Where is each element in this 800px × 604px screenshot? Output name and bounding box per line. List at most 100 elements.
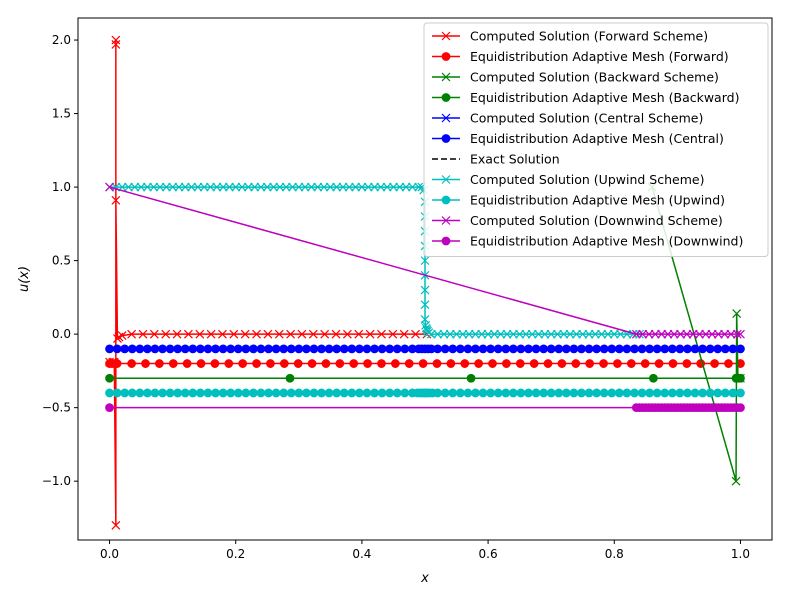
x-tick-label: 0.0 (100, 547, 119, 561)
legend-marker (441, 134, 451, 143)
data-point (622, 344, 632, 354)
data-point (571, 359, 581, 368)
data-point (599, 359, 608, 368)
data-point (377, 359, 386, 368)
data-point (339, 388, 349, 398)
data-point (660, 388, 670, 398)
data-point (301, 344, 311, 354)
data-point (150, 388, 160, 398)
series-equidistribution-adaptive-mesh-upwind (105, 388, 745, 398)
data-point (241, 388, 251, 398)
data-point (688, 329, 698, 339)
data-point (120, 344, 130, 354)
data-point (736, 388, 745, 398)
data-point (105, 344, 114, 354)
data-point (155, 182, 165, 192)
data-point (546, 344, 556, 354)
data-point (464, 329, 474, 339)
data-point (521, 329, 531, 339)
data-point (188, 388, 198, 398)
data-point (578, 329, 588, 339)
legend-marker (441, 72, 451, 82)
data-point (335, 359, 345, 368)
data-point (569, 344, 579, 354)
y-tick-label: −1.0 (42, 474, 71, 488)
data-point (390, 359, 400, 368)
data-point (561, 344, 571, 354)
legend-marker (441, 195, 451, 205)
data-point (710, 359, 719, 368)
data-point (667, 388, 677, 398)
data-point (168, 359, 178, 368)
legend-entry: Computed Solution (Downwind Scheme) (432, 213, 723, 228)
data-point (142, 344, 152, 354)
data-point (707, 329, 717, 339)
data-point (317, 388, 326, 398)
data-point (111, 520, 121, 530)
axes: 0.0 0.2 0.4 0.6 0.8 1.0 −1.0 −0.5 0.0 0.5 1.0 1.5 2.… (17, 17, 773, 586)
data-point (149, 329, 159, 339)
legend-entry: Computed Solution (Forward Scheme) (432, 29, 708, 44)
data-point (644, 329, 654, 339)
data-point (182, 359, 192, 368)
data-point (483, 329, 493, 339)
legend-marker (441, 236, 451, 246)
data-point (248, 344, 258, 354)
data-point (448, 344, 458, 354)
data-point (135, 388, 145, 398)
data-point (130, 182, 140, 192)
data-point (158, 344, 167, 354)
data-point (377, 329, 386, 339)
legend-marker (441, 216, 451, 225)
data-point (264, 344, 273, 354)
data-point (195, 329, 205, 339)
data-point (252, 329, 261, 339)
data-point (362, 388, 372, 398)
data-point (607, 388, 617, 398)
data-point (172, 329, 182, 339)
data-point (142, 388, 152, 398)
data-point (297, 329, 307, 339)
data-point (347, 344, 357, 354)
data-point (637, 388, 647, 398)
data-point (448, 388, 458, 398)
data-point (496, 329, 506, 339)
data-point (524, 344, 533, 354)
x-tick-label: 0.6 (479, 547, 498, 561)
data-point (667, 344, 677, 354)
series-equidistribution-adaptive-mesh-forward (105, 359, 745, 368)
data-point (183, 329, 193, 339)
data-point (210, 359, 220, 368)
data-point (212, 182, 222, 192)
data-point (142, 182, 152, 192)
data-point (269, 182, 279, 192)
data-point (663, 329, 673, 339)
data-point (645, 388, 655, 398)
data-point (317, 344, 326, 354)
data-point (650, 329, 660, 339)
data-point (150, 344, 160, 354)
data-point (622, 388, 632, 398)
data-point (211, 344, 220, 354)
data-point (695, 329, 704, 339)
data-point (516, 344, 526, 354)
data-point (309, 388, 319, 398)
data-point (120, 388, 130, 398)
data-point (455, 388, 465, 398)
data-point (577, 344, 586, 354)
series-computed-solution-forward-scheme (105, 35, 432, 530)
data-point (668, 359, 678, 368)
data-point (354, 388, 364, 398)
legend-box (423, 22, 769, 257)
y-axis-label: u(x) (17, 266, 32, 292)
legend-label: Computed Solution (Downwind Scheme) (470, 213, 723, 228)
data-point (196, 359, 206, 368)
legend-entry: Computed Solution (Central Scheme) (432, 111, 703, 126)
data-point (174, 182, 184, 192)
data-point (188, 344, 198, 354)
data-point (501, 359, 511, 368)
data-point (338, 182, 348, 192)
data-point (349, 359, 359, 368)
data-point (382, 182, 392, 192)
data-point (466, 373, 476, 383)
